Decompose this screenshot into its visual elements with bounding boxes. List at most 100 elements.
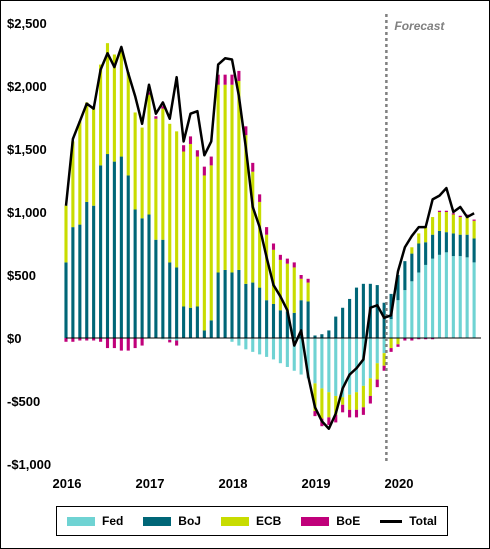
- bar-boe: [431, 338, 435, 340]
- bar-fed: [161, 338, 165, 340]
- legend-swatch-fed: [66, 516, 95, 526]
- bar-boj: [299, 300, 303, 338]
- bar-boj: [424, 242, 428, 265]
- bar-boe: [382, 365, 386, 371]
- bar-boe: [85, 338, 89, 341]
- bar-ecb: [258, 201, 262, 288]
- y-tick-label: $2,000: [7, 79, 47, 94]
- bar-boe: [354, 409, 359, 418]
- forecast-label: Forecast: [394, 19, 445, 33]
- bar-ecb: [202, 175, 206, 331]
- bar-ecb: [244, 135, 248, 284]
- bar-boe: [458, 215, 462, 218]
- bar-boj: [175, 267, 179, 338]
- bar-fed: [258, 338, 262, 355]
- bar-boe: [237, 70, 241, 81]
- bar-ecb: [327, 392, 331, 418]
- bar-boe: [403, 338, 407, 341]
- bar-fed: [368, 338, 372, 379]
- bar-boj: [161, 239, 165, 338]
- bar-boj: [140, 218, 144, 338]
- bar-fed: [437, 254, 442, 338]
- bar-ecb: [85, 102, 89, 202]
- x-axis-ticks: 2016 2017 2018 2019 2020: [53, 476, 414, 491]
- bar-boe: [147, 92, 151, 95]
- bar-boe: [292, 262, 296, 268]
- bar-ecb: [431, 217, 435, 235]
- bar-ecb: [424, 227, 428, 243]
- total-line-group: [64, 45, 475, 430]
- bar-boe: [389, 348, 393, 352]
- bar-boj: [320, 334, 324, 338]
- legend-item-ecb: ECB: [220, 514, 282, 528]
- bar-boe: [71, 338, 75, 342]
- bar-ecb: [133, 112, 137, 210]
- bar-ecb: [451, 214, 455, 234]
- bar-fed: [382, 338, 386, 354]
- y-tick-label: -$500: [7, 394, 40, 409]
- bar-ecb: [472, 220, 476, 239]
- bar-boe: [64, 338, 68, 342]
- bar-fed: [341, 338, 345, 398]
- bar-boe: [105, 338, 110, 349]
- bar-boe: [306, 278, 310, 283]
- bar-boe: [285, 258, 289, 264]
- y-tick-label: $1,500: [7, 142, 47, 157]
- bar-fed: [175, 338, 179, 341]
- bar-boj: [119, 156, 123, 338]
- bar-ecb: [306, 282, 310, 302]
- bar-ecb: [341, 397, 345, 405]
- bar-ecb: [182, 151, 186, 307]
- bar-ecb: [348, 394, 352, 410]
- bar-boe: [244, 126, 248, 136]
- bar-boj: [188, 307, 193, 338]
- bar-ecb: [265, 234, 269, 301]
- bar-boj: [472, 238, 476, 263]
- bar-boj: [375, 285, 379, 338]
- bar-boe: [361, 407, 365, 415]
- bar-boe: [202, 166, 206, 176]
- legend-label-ecb: ECB: [255, 514, 282, 528]
- bar-boj: [209, 320, 213, 338]
- bar-boe: [348, 409, 352, 418]
- bar-boe: [375, 379, 379, 388]
- bar-ecb: [292, 267, 296, 313]
- bar-fed: [396, 300, 400, 338]
- bar-boe: [161, 106, 165, 109]
- legend-label-total: Total: [409, 514, 437, 528]
- bar-fed: [431, 258, 435, 338]
- bar-boe: [188, 136, 193, 144]
- bar-boe: [251, 162, 255, 172]
- bar-boe: [99, 338, 103, 342]
- bar-fed: [348, 338, 352, 395]
- bar-ecb: [119, 48, 123, 157]
- y-tick-label: $0: [7, 331, 21, 346]
- bar-boj: [202, 330, 206, 338]
- legend-swatch-ecb: [220, 516, 249, 526]
- bar-boe: [133, 338, 137, 349]
- legend: Fed BoJ ECB BoE Total: [56, 506, 448, 536]
- legend-label-boj: BoJ: [178, 514, 201, 528]
- y-tick-label: -$1,000: [7, 457, 51, 472]
- bar-ecb: [437, 212, 442, 231]
- bar-boj: [92, 205, 96, 338]
- bar-ecb: [299, 278, 303, 301]
- bar-ecb: [458, 217, 462, 235]
- bar-boe: [417, 338, 421, 340]
- bar-ecb: [147, 94, 151, 215]
- bar-boj: [265, 300, 269, 338]
- bar-boe: [265, 227, 269, 235]
- legend-swatch-boe: [301, 516, 330, 526]
- bar-ecb: [237, 80, 241, 270]
- bar-boe: [451, 213, 455, 215]
- bar-boe: [368, 395, 372, 404]
- bar-boj: [85, 201, 89, 338]
- bar-boj: [334, 316, 338, 338]
- bar-ecb: [444, 212, 448, 233]
- bar-boj: [382, 302, 386, 338]
- bar-boe: [119, 338, 123, 351]
- bar-boj: [431, 234, 435, 259]
- total-line: [64, 45, 475, 430]
- bar-ecb: [396, 338, 400, 345]
- bar-ecb: [105, 43, 110, 155]
